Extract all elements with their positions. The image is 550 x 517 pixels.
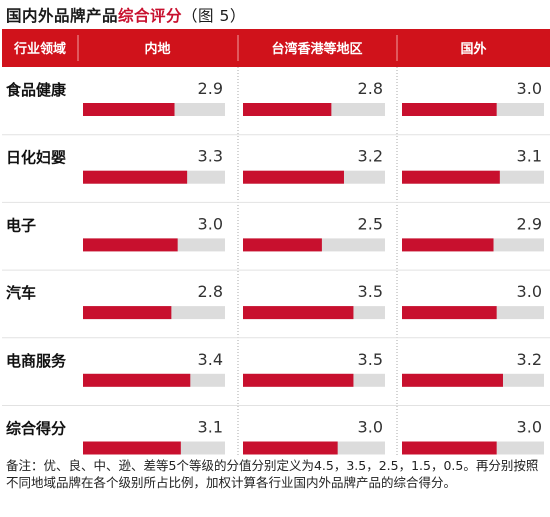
header-band <box>2 29 550 67</box>
value-label: 3.0 <box>358 418 383 437</box>
value-label: 3.5 <box>358 282 383 301</box>
bar <box>402 238 494 252</box>
value-label: 2.5 <box>358 214 383 233</box>
category-label: 汽车 <box>6 284 36 302</box>
value-label: 3.2 <box>517 350 542 369</box>
column-header: 国外 <box>460 41 486 57</box>
bar <box>243 441 338 455</box>
value-label: 3.0 <box>517 282 542 301</box>
value-label: 3.4 <box>198 350 223 369</box>
value-label: 3.0 <box>198 214 223 233</box>
value-label: 3.5 <box>358 350 383 369</box>
value-label: 3.2 <box>358 147 383 166</box>
value-label: 3.3 <box>198 147 223 166</box>
bar <box>243 306 354 320</box>
bar <box>243 103 332 116</box>
bar <box>243 170 344 184</box>
bar <box>243 373 354 387</box>
bar <box>402 373 503 387</box>
bar <box>83 238 178 252</box>
category-label: 综合得分 <box>6 420 66 438</box>
category-label: 电商服务 <box>6 352 67 370</box>
value-label: 3.1 <box>517 147 542 166</box>
bar <box>243 238 322 252</box>
column-header: 内地 <box>144 41 170 57</box>
category-label: 日化妇婴 <box>6 149 66 167</box>
chart-title: 国内外品牌产品综合评分（图 5） <box>6 7 246 25</box>
bar <box>83 170 188 184</box>
bar <box>402 170 500 184</box>
column-header: 台湾香港等地区 <box>271 41 362 57</box>
value-label: 2.8 <box>198 282 223 301</box>
bar <box>83 103 175 116</box>
category-label: 电子 <box>6 216 36 234</box>
value-label: 3.0 <box>517 418 542 437</box>
value-label: 2.9 <box>198 79 223 98</box>
chart-note: 备注：优、良、中、逊、差等5个等级的分值分别定义为4.5，3.5，2.5，1.5… <box>6 458 539 490</box>
value-label: 2.9 <box>517 214 542 233</box>
row-header-label: 行业领域 <box>13 41 66 57</box>
bar <box>83 441 181 455</box>
value-label: 3.0 <box>517 79 542 98</box>
value-label: 3.1 <box>198 418 223 437</box>
bar <box>402 441 497 455</box>
bar <box>83 306 172 320</box>
bar <box>83 373 191 387</box>
value-label: 2.8 <box>358 79 383 98</box>
category-label: 食品健康 <box>6 81 67 99</box>
bar <box>402 306 497 320</box>
bar <box>402 103 497 116</box>
